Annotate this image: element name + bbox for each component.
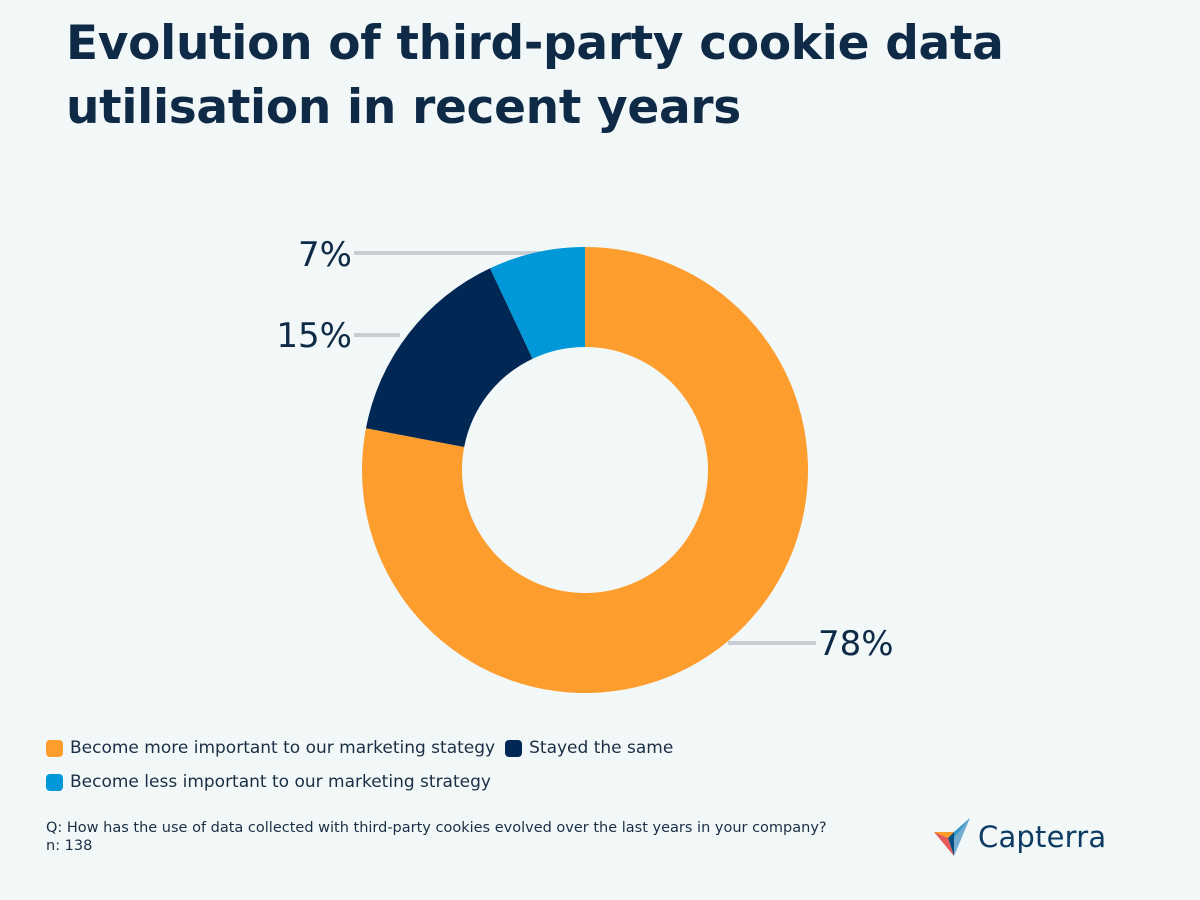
capterra-logo-icon [934, 818, 970, 856]
legend-swatch [505, 739, 523, 757]
legend-swatch [46, 739, 63, 757]
legend-label: Become more important to our marketing s… [70, 738, 496, 758]
data-label: 15% [276, 316, 352, 356]
legend-item-stayed-same: Stayed the same [505, 738, 673, 758]
legend-row: Become less important to our marketing s… [46, 771, 946, 793]
legend-row: Become more important to our marketing s… [46, 737, 946, 759]
legend-item-less-important: Become less important to our marketing s… [46, 772, 491, 792]
legend: Become more important to our marketing s… [46, 737, 946, 805]
data-label: 7% [298, 235, 352, 275]
chart-title: Evolution of third-party cookie data uti… [66, 16, 1004, 135]
donut-slice [365, 268, 533, 447]
legend-label: Stayed the same [529, 738, 674, 758]
survey-question: Q: How has the use of data collected wit… [46, 820, 827, 836]
footnote: Q: How has the use of data collected wit… [46, 819, 827, 855]
legend-label: Become less important to our marketing s… [70, 772, 491, 792]
donut-slice [490, 247, 585, 359]
legend-item-more-important: Become more important to our marketing s… [46, 738, 495, 758]
data-label: 78% [818, 624, 894, 664]
legend-swatch [46, 773, 63, 791]
sample-size: n: 138 [46, 838, 93, 854]
brand-name: Capterra [978, 820, 1107, 854]
brand-logo: Capterra [932, 816, 1106, 858]
donut-slice [362, 247, 809, 693]
